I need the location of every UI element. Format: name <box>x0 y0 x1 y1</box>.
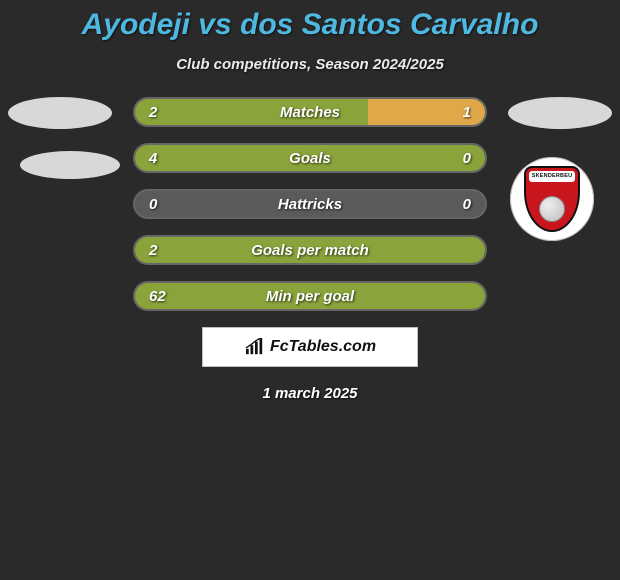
stat-value-right: 1 <box>425 104 485 121</box>
stat-value-left: 62 <box>135 288 195 305</box>
stat-value-right: 0 <box>425 196 485 213</box>
bar-chart-icon <box>244 338 266 356</box>
stats-area: SKENDERBEU 2Matches14Goals00Hattricks02G… <box>0 97 620 311</box>
stat-label: Goals per match <box>195 242 425 259</box>
player-left-silhouette <box>8 97 112 129</box>
brand-text: FcTables.com <box>270 338 376 356</box>
page-subtitle: Club competitions, Season 2024/2025 <box>0 56 620 73</box>
crest-circle: SKENDERBEU <box>510 157 594 241</box>
stat-value-left: 2 <box>135 242 195 259</box>
stat-label: Matches <box>195 104 425 121</box>
right-club-crest: SKENDERBEU <box>510 157 594 241</box>
crest-shield: SKENDERBEU <box>524 166 580 232</box>
stat-row: 0Hattricks0 <box>133 189 487 219</box>
footer-date: 1 march 2025 <box>0 385 620 402</box>
player-left-silhouette-2 <box>20 151 120 179</box>
stat-row: 4Goals0 <box>133 143 487 173</box>
stat-value-left: 0 <box>135 196 195 213</box>
stat-row: 62Min per goal <box>133 281 487 311</box>
stat-row: 2Goals per match <box>133 235 487 265</box>
page-title: Ayodeji vs dos Santos Carvalho <box>0 0 620 42</box>
brand-box: FcTables.com <box>202 327 418 367</box>
stat-label: Goals <box>195 150 425 167</box>
stat-value-left: 4 <box>135 150 195 167</box>
stat-label: Min per goal <box>195 288 425 305</box>
stat-value-left: 2 <box>135 104 195 121</box>
stat-label: Hattricks <box>195 196 425 213</box>
crest-ball-icon <box>539 196 565 222</box>
stat-bars: 2Matches14Goals00Hattricks02Goals per ma… <box>133 97 487 311</box>
stat-value-right: 0 <box>425 150 485 167</box>
player-right-silhouette <box>508 97 612 129</box>
crest-banner-text: SKENDERBEU <box>529 171 575 182</box>
stat-row: 2Matches1 <box>133 97 487 127</box>
